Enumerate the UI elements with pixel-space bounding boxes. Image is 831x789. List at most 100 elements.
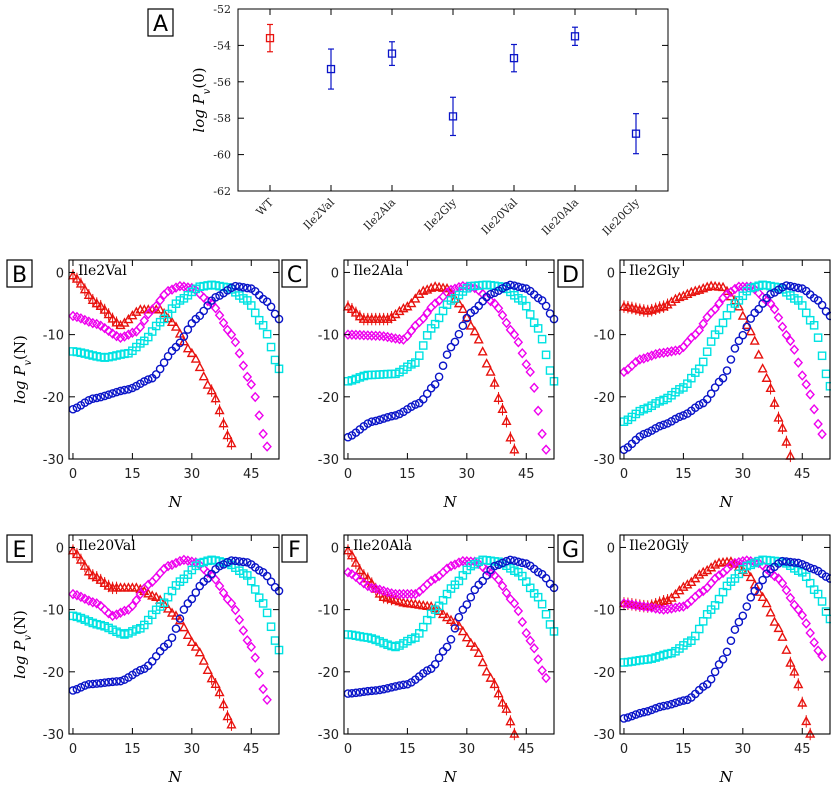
data-point [497,697,508,707]
data-point [135,588,146,600]
data-point [801,379,811,390]
data-point [450,623,460,633]
data-point [222,429,233,440]
data-point [104,390,113,399]
data-point [541,573,551,583]
data-point [422,331,432,340]
data-point [171,282,181,293]
data-point [710,667,720,677]
data-point [509,53,519,63]
data-point [434,653,444,663]
data-point [730,625,740,634]
data-point [782,281,791,290]
data-point [513,336,524,348]
data-point [135,321,146,333]
y-tick-label: -30 [43,728,64,743]
x-tick-label: 30 [184,742,201,757]
data-point [646,350,657,361]
data-point [426,575,436,587]
data-point [529,643,539,654]
data-point [410,588,421,600]
data-point [706,562,717,572]
data-point [104,677,113,687]
data-point [698,318,708,329]
data-point [734,281,744,292]
data-point [266,302,276,312]
data-point [383,413,392,422]
data-point [741,319,752,329]
data-point [406,297,417,308]
data-point [151,300,161,312]
data-point [262,694,272,706]
x-axis-label: N [167,768,182,786]
data-point [214,686,225,697]
data-point [367,417,377,426]
x-tick-label: 30 [459,742,476,757]
data-point [131,306,142,316]
data-point [545,366,555,375]
data-point [521,627,532,639]
data-point [190,641,201,651]
data-point [754,304,763,314]
data-point [351,688,361,698]
data-point [430,573,440,584]
data-point [769,570,780,582]
y-axis-label: log Pv(N) [11,610,34,679]
series-cyan [343,280,559,386]
data-point [446,560,456,572]
data-point [761,597,772,608]
data-point [619,366,629,378]
data-point [151,572,161,583]
data-point [350,307,361,317]
data-point [155,304,166,314]
data-point [489,678,500,689]
data-point [537,665,547,676]
data-point [239,283,248,292]
x-tick-label: Ile20Gly [600,195,643,238]
data-point [821,607,831,616]
data-point [631,356,641,368]
data-point [809,564,819,574]
series-cyan [343,555,559,652]
data-point [95,574,106,584]
data-point [785,335,796,347]
data-point [781,329,792,341]
x-tick-label: Ile2Gly [422,195,460,233]
data-point [190,353,201,363]
data-point [115,319,126,330]
data-point [694,588,704,599]
data-point [235,557,244,566]
data-point [379,684,388,694]
data-point [206,673,217,683]
data-point [382,313,393,323]
data-point [399,680,408,690]
data-point [75,278,86,288]
data-point [465,637,476,647]
data-point [390,588,401,600]
data-point [246,379,257,390]
data-point [651,704,660,713]
data-point [453,297,464,308]
data-point [769,303,780,315]
y-tick-label: -30 [318,728,339,743]
data-point [639,429,649,439]
data-point [119,605,130,617]
data-point [79,560,90,570]
data-point [100,678,109,687]
data-point [83,289,94,300]
data-point [679,696,688,705]
data-point [694,624,704,634]
data-point [678,601,689,612]
data-point [766,289,775,299]
data-point [506,555,515,565]
data-point [342,544,354,555]
data-point [461,632,472,642]
panel-label-box [281,534,308,563]
plot-frame [619,534,831,735]
data-point [84,395,94,405]
data-point [757,591,768,601]
data-point [387,683,396,692]
data-point [88,679,98,689]
data-point [786,281,795,291]
data-point [675,697,684,706]
